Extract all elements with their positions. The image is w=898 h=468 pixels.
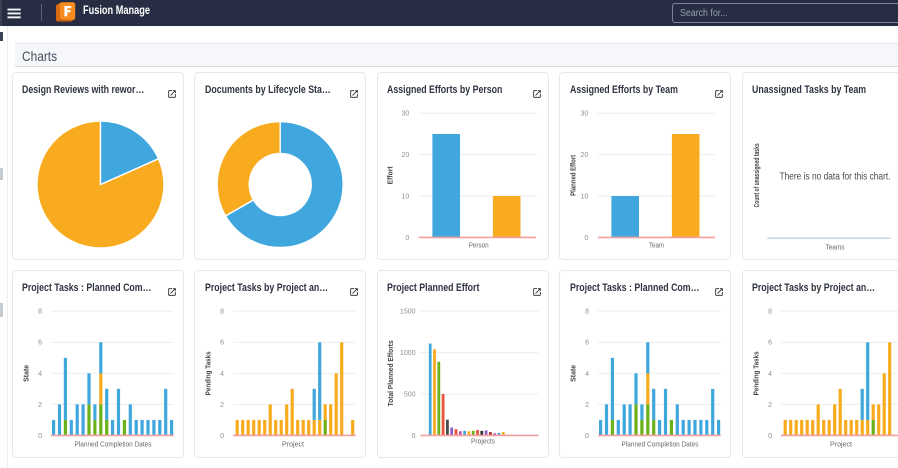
svg-text:There is no data for this char: There is no data for this chart. [779,171,890,182]
svg-text:2: 2 [768,401,772,408]
svg-text:1500: 1500 [399,308,415,315]
svg-text:20: 20 [581,152,589,159]
svg-text:4: 4 [585,370,589,377]
svg-text:0: 0 [220,432,224,439]
svg-text:4: 4 [768,370,772,377]
svg-text:0: 0 [585,432,589,439]
svg-text:2: 2 [38,401,42,408]
svg-text:Project: Project [282,439,305,448]
svg-text:6: 6 [38,339,42,346]
svg-text:6: 6 [585,339,589,346]
svg-text:0: 0 [411,432,415,439]
svg-text:10: 10 [402,193,410,200]
svg-text:Team: Team [649,240,664,249]
svg-text:Planned Completion Dates: Planned Completion Dates [74,441,151,448]
svg-text:Person: Person [469,240,489,249]
svg-text:30: 30 [581,110,589,117]
svg-text:0: 0 [38,432,42,439]
svg-text:Projects: Projects [471,436,495,445]
svg-text:20: 20 [402,152,410,159]
svg-text:Pending Tasks: Pending Tasks [753,351,760,395]
svg-text:State: State [23,364,30,381]
svg-text:8: 8 [768,308,772,315]
svg-text:8: 8 [38,308,42,315]
svg-text:8: 8 [220,308,224,315]
svg-text:6: 6 [768,339,772,346]
svg-text:Effort: Effort [387,165,394,184]
svg-text:Count of unassigned tasks: Count of unassigned tasks [753,143,760,207]
svg-text:8: 8 [585,308,589,315]
svg-text:Pending Tasks: Pending Tasks [206,351,213,395]
svg-text:10: 10 [581,193,589,200]
svg-text:0: 0 [768,432,772,439]
svg-text:30: 30 [402,110,410,117]
svg-text:0: 0 [406,234,410,241]
svg-text:Teams: Teams [825,242,844,251]
svg-text:Planned Completion Dates: Planned Completion Dates [622,441,699,448]
svg-text:State: State [571,364,578,381]
svg-text:2: 2 [585,401,589,408]
svg-text:Total Planned Efforts: Total Planned Efforts [388,340,395,406]
svg-text:6: 6 [220,339,224,346]
svg-text:0: 0 [584,234,588,241]
svg-text:500: 500 [403,391,415,398]
svg-text:Planned Effort: Planned Effort [570,154,577,196]
svg-text:Project: Project [830,439,853,448]
svg-text:4: 4 [220,370,224,377]
svg-text:1000: 1000 [399,350,415,357]
svg-text:4: 4 [38,370,42,377]
svg-text:2: 2 [220,401,224,408]
